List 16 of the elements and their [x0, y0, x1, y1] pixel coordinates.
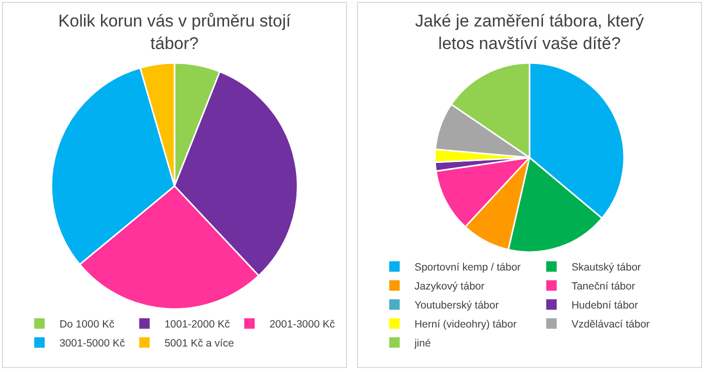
chart-title: Jaké je zaměření tábora, který letos navštíví vaše dítě?	[415, 12, 644, 53]
legend-label: Herní (videohry) tábor	[414, 318, 518, 331]
legend-label: Jazykový tábor	[414, 280, 485, 293]
legend-label: Hudební tábor	[571, 300, 639, 312]
legend-label: 3001-5000 Kč	[59, 338, 125, 350]
legend-label: 5001 Kč a více	[164, 338, 234, 350]
legend-label: Vzdělávací tábor	[571, 318, 650, 331]
legend-label: 2001-3000 Kč	[269, 318, 335, 331]
legend-label: Youtuberský tábor	[414, 300, 500, 312]
legend-label: Do 1000 Kč	[59, 318, 114, 331]
legend-label: Sportovní kemp / tábor	[414, 262, 522, 274]
chart-title: Kolik korun vás v průměru stojí tábor?	[58, 12, 291, 53]
legend-label: Skautský tábor	[571, 262, 642, 274]
legend-label: 1001-2000 Kč	[164, 318, 230, 331]
legend-label: Taneční tábor	[571, 280, 636, 293]
legend-label: jiné	[413, 338, 431, 350]
